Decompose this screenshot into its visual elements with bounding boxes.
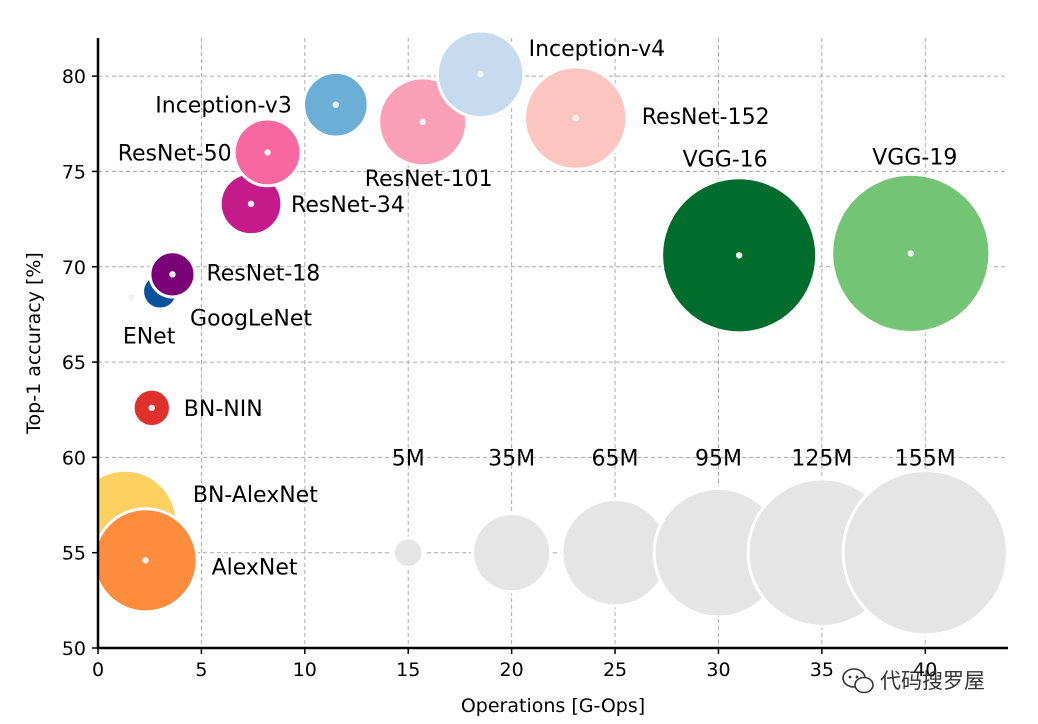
size-legend-label-35m: 35M [488,446,535,471]
bubble-center-inception-v3 [332,101,340,108]
label-inception-v3: Inception-v3 [155,94,292,119]
x-tick-label: 40 [913,659,937,681]
size-legend-label-95m: 95M [695,446,742,471]
x-tick-label: 20 [500,659,524,681]
size-legend-bubble-35m [471,512,553,594]
size-legend: 5M 35M 65M 95M 125M 155M [391,446,1008,637]
label-resnet-34: ResNet-34 [291,193,405,218]
label-bn-alexnet: BN-AlexNet [193,483,318,508]
y-tick-label: 75 [62,161,86,183]
label-vgg-16: VGG-16 [683,147,768,172]
x-tick-label: 5 [195,659,207,681]
bubble-center-resnet-152 [572,114,579,122]
label-resnet-18: ResNet-18 [206,261,320,286]
label-resnet-50: ResNet-50 [118,141,232,166]
x-axis-title: Operations [G-Ops] [461,695,645,717]
y-tick-label: 50 [62,638,86,660]
size-legend-label-125m: 125M [791,446,852,471]
bubble-center-enet [127,294,135,301]
label-resnet-152: ResNet-152 [642,105,770,130]
bubble-center-vgg-16 [735,252,743,259]
bubble-center-resnet-18 [169,271,176,278]
x-tick-label: 35 [810,659,834,681]
wechat-icon [842,668,874,694]
watermark: 代码搜罗屋 [842,668,985,694]
x-tick-label: 25 [603,659,627,681]
bubble-center-resnet-34 [247,200,255,208]
label-bn-nin: BN-NIN [184,397,263,422]
x-tick-label: 10 [293,659,317,681]
bubble-center-vgg-19 [907,250,914,257]
size-legend-label-155m: 155M [895,446,956,471]
y-axis-title: Top-1 accuracy [%] [23,252,45,435]
size-legend-bubble-155m [841,469,1008,637]
x-tick-label: 15 [396,659,420,681]
label-alexnet: AlexNet [212,555,298,580]
size-legend-label-5m: 5M [392,446,425,471]
tick-labels: 0 5 10 15 20 25 30 35 40 50 55 60 65 70 75 80 [62,66,938,681]
label-enet: ENet [123,324,176,349]
y-tick-label: 60 [62,447,86,469]
axes [96,38,1008,650]
x-tick-label: 0 [92,659,104,681]
size-legend-bubble-5m [391,536,425,569]
y-tick-label: 65 [62,352,86,374]
y-tick-label: 80 [62,66,86,88]
label-vgg-19: VGG-19 [872,145,957,170]
watermark-text: 代码搜罗屋 [880,669,985,693]
size-legend-label-65m: 65M [592,446,639,471]
bubble-center-bn-nin [148,404,155,412]
size-legend-bubble-65m [560,497,670,608]
bubble-center-resnet-50 [264,149,271,156]
label-resnet-101: ResNet-101 [365,167,493,192]
bubble-center-resnet-101 [419,118,426,126]
bubbles [98,29,992,614]
x-tick-label: 30 [706,659,730,681]
bubble-center-alexnet [142,557,149,564]
label-inception-v4: Inception-v4 [529,37,666,62]
bubble-center-inception-v4 [477,71,484,78]
y-tick-label: 55 [62,543,86,565]
y-tick-label: 70 [62,257,86,279]
label-googlenet: GoogLeNet [190,307,312,332]
